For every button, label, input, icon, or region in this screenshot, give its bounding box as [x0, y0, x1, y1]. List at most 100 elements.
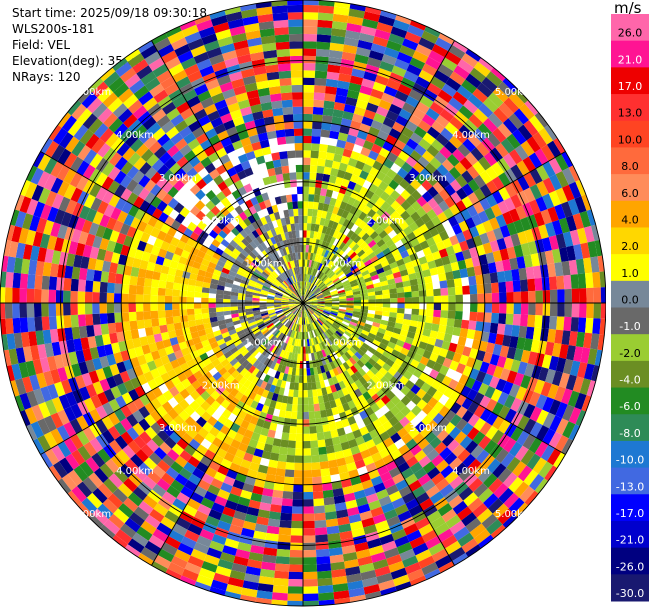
- velocity-gate: [311, 276, 317, 284]
- velocity-gate: [414, 144, 427, 157]
- velocity-gate: [401, 274, 410, 282]
- velocity-gate: [426, 144, 440, 158]
- velocity-gate: [334, 319, 342, 325]
- velocity-gate: [421, 202, 433, 214]
- velocity-gate: [472, 88, 488, 104]
- velocity-gate: [335, 223, 343, 232]
- velocity-gate: [320, 273, 326, 281]
- velocity-gate: [373, 247, 383, 256]
- velocity-gate: [331, 307, 339, 311]
- velocity-gate: [384, 345, 394, 354]
- velocity-gate: [375, 306, 383, 312]
- velocity-gate: [143, 303, 151, 312]
- velocity-gate: [317, 305, 325, 308]
- velocity-gate: [423, 322, 433, 331]
- velocity-gate: [376, 238, 386, 248]
- velocity-gate: [276, 461, 287, 470]
- velocity-gate: [316, 563, 332, 572]
- velocity-gate: [488, 112, 503, 128]
- velocity-gate: [391, 248, 401, 257]
- velocity-gate: [374, 187, 385, 198]
- velocity-gate: [484, 303, 493, 313]
- velocity-gate: [280, 439, 289, 448]
- velocity-gate: [287, 447, 296, 456]
- velocity-gate: [415, 43, 432, 57]
- velocity-gate: [517, 124, 533, 141]
- velocity-gate: [454, 161, 467, 175]
- velocity-gate: [366, 199, 376, 209]
- velocity-gate: [403, 313, 412, 321]
- velocity-gate: [63, 315, 72, 329]
- velocity-gate: [343, 316, 352, 322]
- velocity-gate: [316, 294, 324, 298]
- velocity-gate: [318, 239, 324, 248]
- velocity-gate: [336, 139, 347, 149]
- velocity-gate: [569, 360, 581, 377]
- velocity-gate: [546, 140, 562, 158]
- velocity-gate: [275, 41, 290, 50]
- velocity-gate: [309, 172, 317, 181]
- velocity-gate: [291, 513, 303, 522]
- velocity-gate: [306, 237, 310, 246]
- velocity-gate: [452, 269, 462, 280]
- velocity-gate: [594, 240, 603, 257]
- velocity-gate: [324, 267, 331, 275]
- velocity-gate: [319, 284, 327, 291]
- velocity-gate: [586, 287, 594, 303]
- velocity-gate: [313, 194, 321, 203]
- velocity-gate: [461, 319, 470, 330]
- velocity-gate: [385, 238, 395, 248]
- velocity-gate: [314, 223, 320, 232]
- velocity-gate: [586, 380, 596, 397]
- velocity-gate: [277, 56, 291, 65]
- velocity-gate: [315, 308, 323, 313]
- velocity-gate: [353, 308, 361, 313]
- velocity-gate: [437, 211, 448, 224]
- velocity-gate: [388, 316, 397, 323]
- velocity-gate: [354, 54, 369, 65]
- velocity-gate: [330, 273, 337, 281]
- velocity-gate: [357, 153, 369, 164]
- velocity-gate: [287, 0, 303, 6]
- velocity-gate: [527, 240, 538, 255]
- velocity-gate: [313, 231, 319, 239]
- velocity-gate: [309, 267, 313, 275]
- velocity-gate: [357, 229, 367, 239]
- velocity-gate: [532, 327, 542, 341]
- velocity-gate: [328, 174, 337, 184]
- velocity-gate: [332, 109, 344, 119]
- velocity-gate: [384, 185, 395, 196]
- velocity-gate: [323, 309, 331, 314]
- velocity-gate: [502, 118, 518, 134]
- velocity-gate: [272, 489, 284, 499]
- velocity-gate: [296, 426, 303, 434]
- velocity-gate: [492, 343, 503, 356]
- velocity-gate: [371, 202, 381, 213]
- velocity-gate: [299, 361, 303, 369]
- velocity-gate: [338, 293, 347, 298]
- velocity-gate: [463, 119, 478, 134]
- velocity-gate: [305, 353, 310, 362]
- velocity-gate: [405, 184, 417, 196]
- velocity-gate: [556, 275, 565, 290]
- velocity-gate: [397, 307, 405, 314]
- velocity-gate: [524, 100, 539, 116]
- velocity-gate: [345, 312, 353, 317]
- velocity-gate: [277, 541, 291, 550]
- velocity-gate: [346, 221, 355, 230]
- velocity-gate: [303, 368, 307, 376]
- velocity-gate: [524, 228, 535, 243]
- velocity-gate: [335, 240, 343, 249]
- velocity-gate: [410, 189, 422, 201]
- velocity-gate: [271, 5, 288, 14]
- velocity-gate: [457, 259, 467, 270]
- velocity-gate: [294, 223, 300, 231]
- velocity-gate: [303, 586, 319, 594]
- velocity-gate: [291, 194, 298, 202]
- velocity-gate: [304, 281, 307, 289]
- velocity-gate: [165, 281, 174, 290]
- velocity-gate: [394, 156, 406, 168]
- velocity-gate: [308, 404, 315, 412]
- velocity-gate: [469, 67, 487, 83]
- velocity-gate: [326, 260, 333, 268]
